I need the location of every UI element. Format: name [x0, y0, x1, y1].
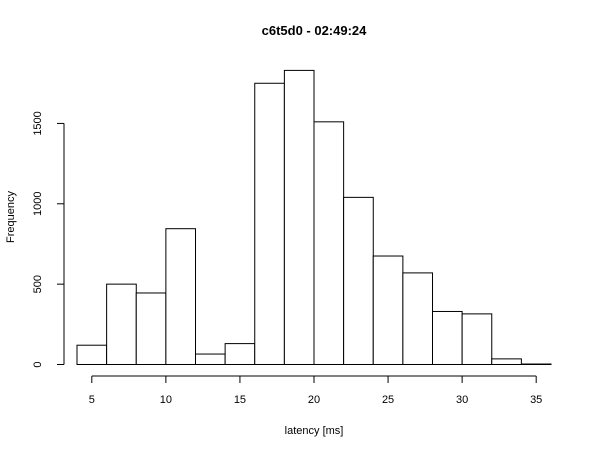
x-tick-label: 30 — [456, 394, 468, 406]
histogram-bar-1 — [107, 284, 137, 364]
histogram-bar-13 — [462, 314, 492, 365]
x-axis-label: latency [ms] — [285, 425, 344, 437]
y-axis: 0 500 1000 1500 — [32, 111, 64, 367]
x-tick-label: 10 — [160, 394, 172, 406]
x-tick-label: 35 — [530, 394, 542, 406]
y-tick-label: 1000 — [32, 192, 44, 216]
histogram-bar-5 — [225, 344, 255, 365]
histogram-bar-12 — [433, 311, 463, 364]
histogram-bar-11 — [403, 273, 433, 365]
x-axis: 5 10 15 20 25 30 35 — [89, 376, 543, 406]
y-tick-label: 500 — [32, 275, 44, 293]
histogram-bar-9 — [344, 197, 374, 364]
y-tick-label: 1500 — [32, 111, 44, 135]
x-tick-label: 25 — [382, 394, 394, 406]
histogram-bar-6 — [255, 83, 285, 364]
chart-title: c6t5d0 - 02:49:24 — [262, 23, 368, 38]
x-tick-label: 15 — [234, 394, 246, 406]
histogram-bar-2 — [136, 293, 166, 365]
y-tick-label: 0 — [32, 361, 44, 367]
histogram-bar-14 — [492, 359, 522, 365]
histogram-bar-0 — [77, 345, 107, 364]
bars-group — [77, 70, 551, 364]
histogram-bar-7 — [284, 70, 314, 364]
x-tick-label: 5 — [89, 394, 95, 406]
histogram-bar-4 — [196, 354, 226, 364]
y-axis-label: Frequency — [5, 191, 17, 243]
histogram-bar-10 — [373, 256, 403, 364]
histogram-bar-8 — [314, 122, 344, 365]
histogram-bar-3 — [166, 229, 196, 365]
x-tick-label: 20 — [308, 394, 320, 406]
